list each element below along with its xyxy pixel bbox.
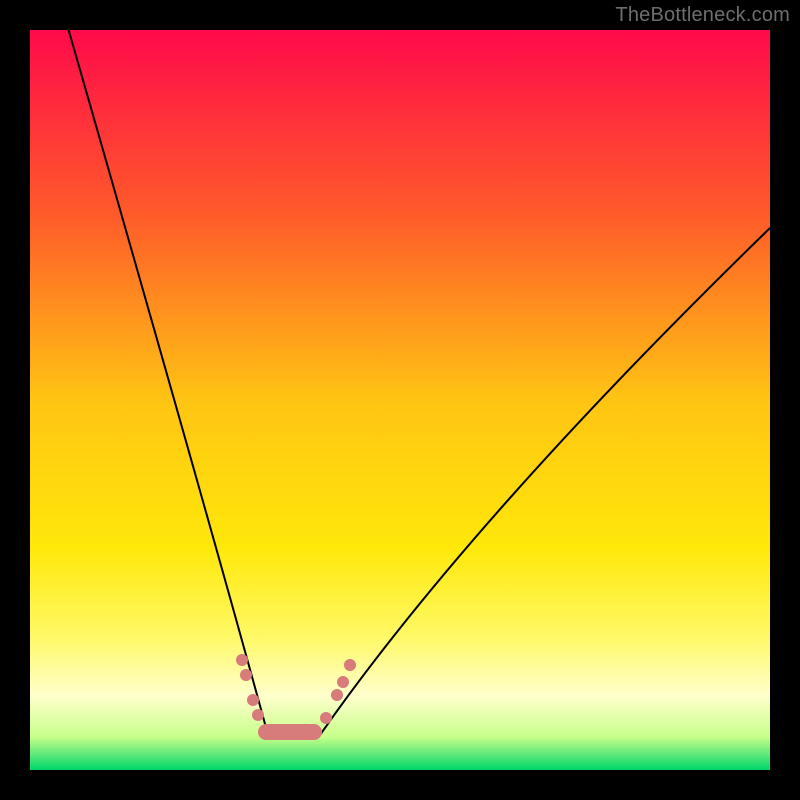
marker-dot [320, 712, 332, 724]
marker-dot [236, 654, 248, 666]
marker-dot [344, 659, 356, 671]
marker-dot [252, 709, 264, 721]
plot-background [30, 30, 770, 770]
border-bottom [0, 770, 800, 800]
border-left [0, 0, 30, 800]
border-right [770, 0, 800, 800]
watermark-text: TheBottleneck.com [615, 4, 790, 27]
marker-dot [247, 694, 259, 706]
bottleneck-plot [0, 0, 800, 800]
marker-dot [337, 676, 349, 688]
valley-pill [258, 724, 322, 740]
marker-dot [331, 689, 343, 701]
chart-canvas: TheBottleneck.com [0, 0, 800, 800]
marker-dot [240, 669, 252, 681]
